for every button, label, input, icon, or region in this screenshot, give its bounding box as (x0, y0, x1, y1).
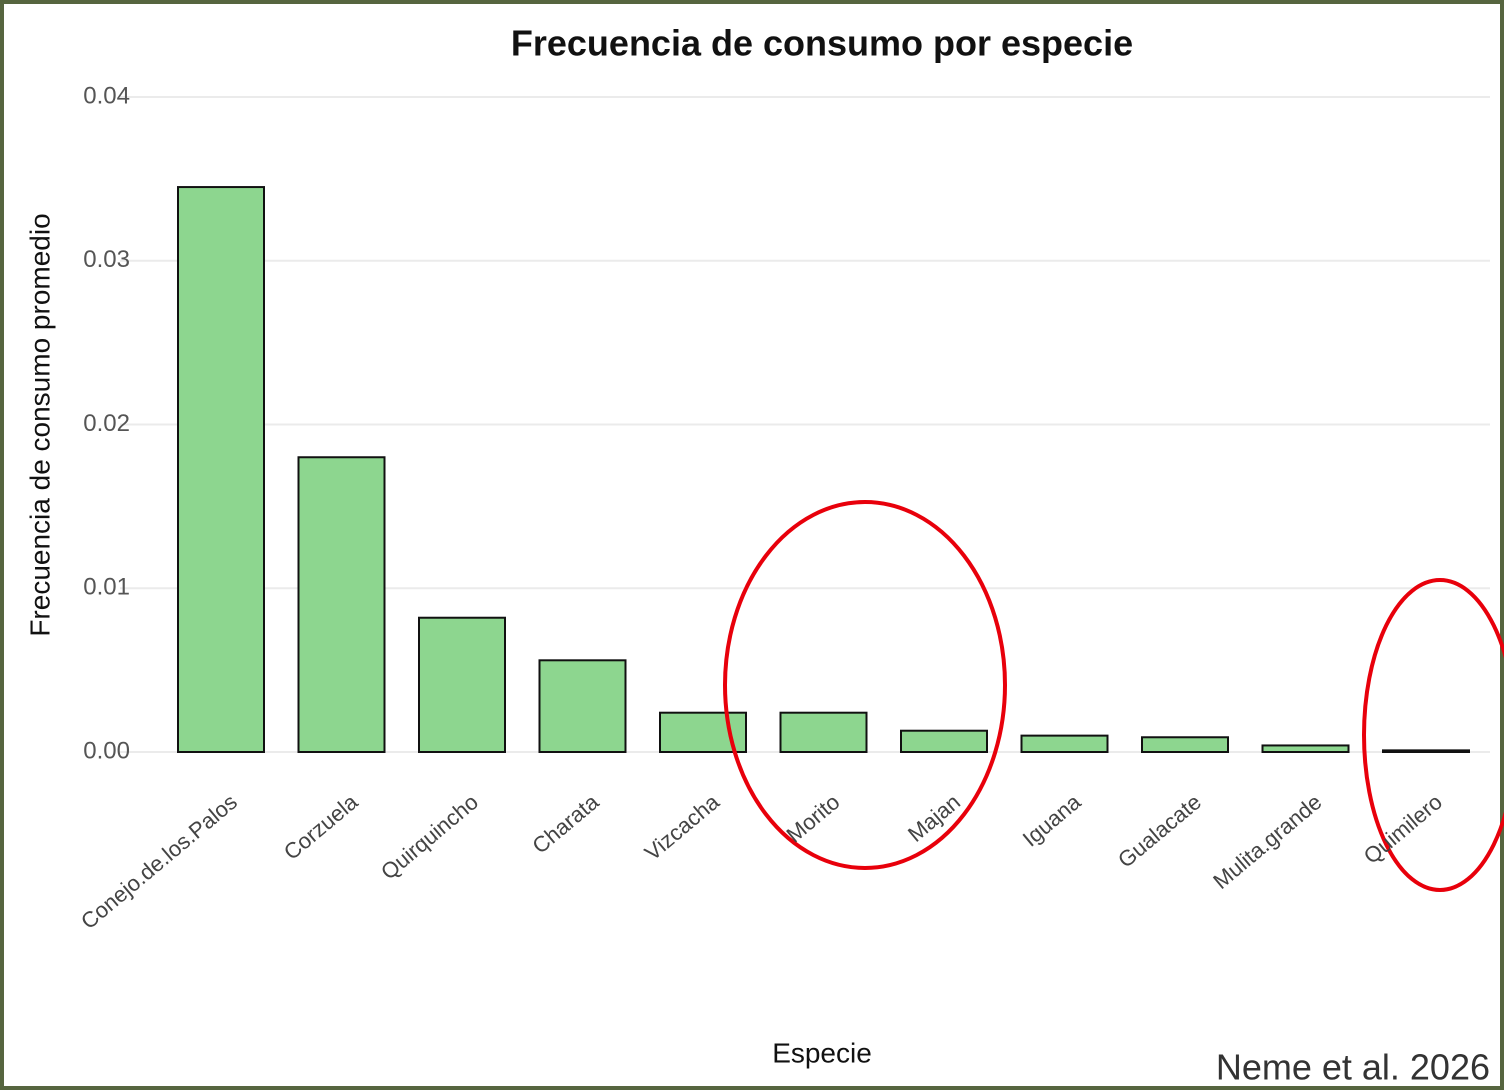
bar (1141, 736, 1229, 754)
y-tick-label: 0.01 (83, 574, 130, 601)
y-tick-label: 0.00 (83, 737, 130, 764)
bar (297, 456, 386, 753)
bars (177, 186, 1470, 754)
bar (1382, 749, 1470, 753)
highlight-circle (723, 500, 1007, 870)
citation: Neme et al. 2026 (1216, 1047, 1490, 1088)
y-axis-title: Frecuencia de consumo promedio (24, 213, 55, 636)
x-axis-title: Especie (772, 1037, 872, 1068)
bar (538, 659, 627, 753)
bar (1020, 734, 1109, 753)
y-tick-label: 0.03 (83, 246, 130, 273)
y-tick-label: 0.02 (83, 410, 130, 437)
chart-title: Frecuencia de consumo por especie (511, 23, 1133, 64)
bar (177, 186, 265, 753)
bar (418, 616, 506, 753)
highlight-circle (1362, 578, 1504, 892)
bar (1261, 744, 1350, 754)
bar (779, 711, 868, 754)
bar (900, 729, 988, 754)
y-tick-label: 0.04 (83, 82, 130, 109)
